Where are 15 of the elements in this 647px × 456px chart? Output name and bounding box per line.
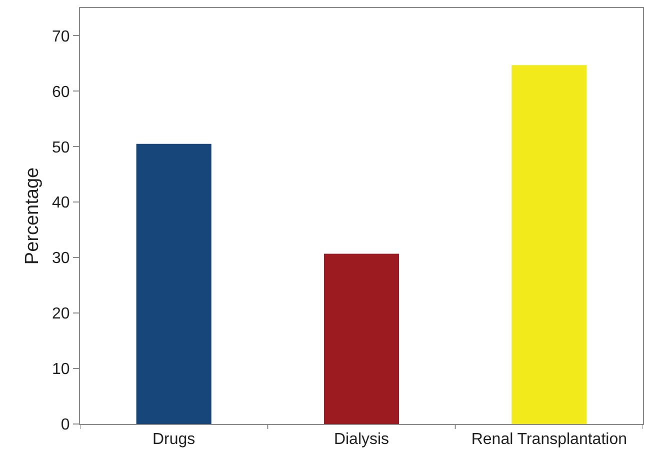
y-tick-label: 10	[52, 361, 70, 378]
y-tick-label: 70	[52, 28, 70, 46]
y-tick-label: 60	[52, 84, 70, 101]
y-tick-label: 30	[52, 250, 70, 268]
y-tick-label: 50	[52, 139, 70, 156]
bar	[136, 144, 212, 424]
bar	[324, 254, 400, 424]
y-tick-label: 0	[60, 416, 70, 434]
y-axis-title: Percentage	[22, 167, 43, 265]
y-tick-label: 20	[52, 306, 70, 323]
x-tick-label: Renal Transplantation	[471, 431, 627, 448]
bar	[512, 65, 587, 424]
y-tick-label: 40	[52, 194, 70, 212]
x-tick-label: Drugs	[152, 431, 196, 448]
x-tick-label: Dialysis	[334, 431, 390, 448]
